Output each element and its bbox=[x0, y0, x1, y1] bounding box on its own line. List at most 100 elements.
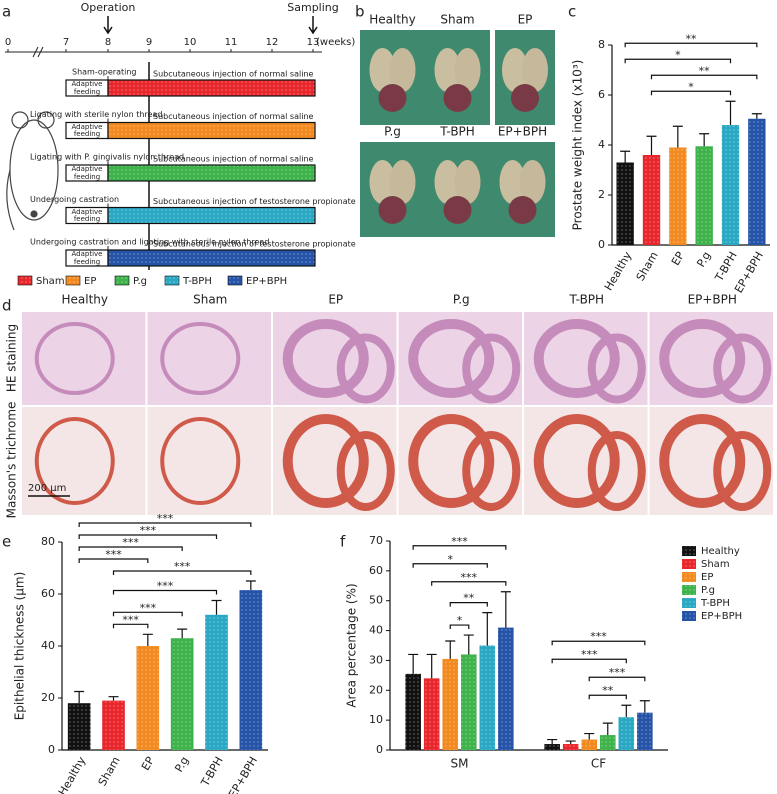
bar bbox=[637, 712, 653, 750]
error-bar bbox=[408, 653, 419, 674]
bar bbox=[669, 147, 687, 245]
adaptive-feeding-text: Adaptive feeding bbox=[71, 208, 103, 223]
error-bar bbox=[620, 150, 631, 163]
specimen bbox=[454, 48, 481, 92]
tissue bbox=[533, 319, 620, 398]
tissue bbox=[587, 431, 646, 511]
timeline-tick-label: 10 bbox=[184, 37, 197, 48]
histology-row-label: HE staining bbox=[5, 324, 19, 392]
tissue bbox=[282, 414, 369, 508]
bar bbox=[405, 673, 421, 750]
significance-bracket bbox=[588, 694, 627, 700]
x-tick-label: T-BPH bbox=[712, 250, 740, 285]
timeline-unit: (weeks) bbox=[316, 37, 355, 48]
bar bbox=[599, 735, 616, 750]
tissue bbox=[713, 431, 772, 511]
panel-label: e bbox=[2, 533, 11, 551]
tissue bbox=[282, 319, 369, 398]
adaptive-feeding-label: Adaptive feeding bbox=[71, 208, 103, 223]
significance-label: *** bbox=[157, 580, 174, 593]
error-bar bbox=[602, 722, 613, 736]
significance-label: * bbox=[447, 553, 453, 566]
significance-bracket bbox=[78, 546, 183, 551]
histology-column-label: P.g bbox=[453, 293, 470, 307]
tissue bbox=[533, 414, 620, 508]
specimen bbox=[454, 160, 481, 204]
milestone-label: Sampling bbox=[287, 1, 339, 14]
significance-label: *** bbox=[590, 630, 607, 643]
histology-column-label: Sham bbox=[193, 293, 227, 307]
error-bar bbox=[426, 653, 437, 679]
histology-image bbox=[147, 312, 271, 405]
bar bbox=[616, 162, 634, 245]
legend-label: Sham bbox=[36, 276, 65, 287]
y-tick-label: 10 bbox=[369, 713, 383, 726]
significance-label: ** bbox=[602, 684, 614, 697]
panel-label: a bbox=[2, 3, 11, 21]
y-tick-label: 50 bbox=[369, 594, 383, 607]
bar bbox=[581, 739, 598, 750]
error-bar bbox=[639, 700, 650, 713]
error-bar bbox=[565, 740, 576, 745]
bar bbox=[562, 744, 579, 750]
x-tick-label: SM bbox=[451, 757, 469, 771]
timeline-tick-label: 12 bbox=[266, 37, 279, 48]
significance-label: *** bbox=[122, 613, 139, 626]
error-bar bbox=[621, 704, 632, 718]
treatment-label: Subcutaneous injection of testosterone p… bbox=[153, 197, 356, 206]
legend-swatch bbox=[114, 275, 130, 286]
histology-row-label: Masson's trichrome bbox=[5, 402, 19, 519]
y-tick-label: 6 bbox=[598, 88, 605, 101]
x-tick-label: P.g bbox=[172, 755, 191, 775]
legend-label: EP bbox=[84, 276, 96, 287]
milestone-arrow bbox=[103, 16, 113, 35]
adaptive-feeding-label: Adaptive feeding bbox=[72, 81, 103, 95]
legend-swatch bbox=[227, 275, 243, 286]
tissue bbox=[408, 414, 495, 508]
specimen bbox=[369, 160, 396, 204]
significance-bracket bbox=[624, 42, 758, 48]
significance-bracket bbox=[412, 545, 507, 550]
error-bar bbox=[725, 100, 736, 125]
tissue bbox=[160, 417, 241, 505]
y-axis-label: Prostate weight index (x10³) bbox=[571, 60, 585, 231]
scale-bar-label: 200 μm bbox=[28, 483, 66, 494]
significance-bracket bbox=[449, 602, 488, 607]
bar bbox=[423, 678, 440, 750]
y-tick-label: 0 bbox=[376, 743, 383, 756]
significance-bracket bbox=[624, 58, 732, 64]
legend-label: P.g bbox=[133, 276, 147, 287]
adaptive-feeding-label: Adaptive feeding bbox=[71, 123, 103, 138]
bar bbox=[618, 717, 635, 750]
bar bbox=[498, 627, 514, 750]
significance-label: * bbox=[457, 614, 463, 627]
histology-image bbox=[22, 407, 146, 515]
axis-break bbox=[37, 46, 44, 58]
tissue bbox=[462, 333, 521, 404]
photo-label: Sham bbox=[440, 13, 474, 27]
significance-bracket bbox=[78, 558, 149, 563]
legend-swatch bbox=[65, 275, 81, 286]
treatment-bar bbox=[107, 249, 316, 267]
timeline-tick-label: 8 bbox=[105, 37, 111, 48]
bar bbox=[67, 703, 91, 750]
timeline-tick-label: 7 bbox=[63, 37, 69, 48]
specimen bbox=[389, 160, 416, 204]
legend-swatch bbox=[682, 598, 696, 608]
significance-label: * bbox=[688, 80, 694, 93]
timeline-tick-label: 11 bbox=[225, 37, 238, 48]
treatment-bar bbox=[107, 164, 316, 182]
adaptive-feeding-text: Adaptive feeding bbox=[71, 123, 103, 138]
significance-bracket bbox=[431, 581, 507, 586]
tissue bbox=[659, 414, 746, 508]
x-tick-label: Healthy bbox=[56, 754, 89, 794]
specimen bbox=[502, 48, 528, 92]
x-tick-label: T-BPH bbox=[198, 755, 226, 790]
panel-label: c bbox=[568, 3, 576, 21]
significance-label: *** bbox=[174, 560, 191, 573]
x-tick-label: Healthy bbox=[602, 249, 635, 293]
panel-label: f bbox=[340, 533, 346, 551]
error-bar bbox=[500, 591, 511, 628]
tissue bbox=[34, 417, 115, 505]
